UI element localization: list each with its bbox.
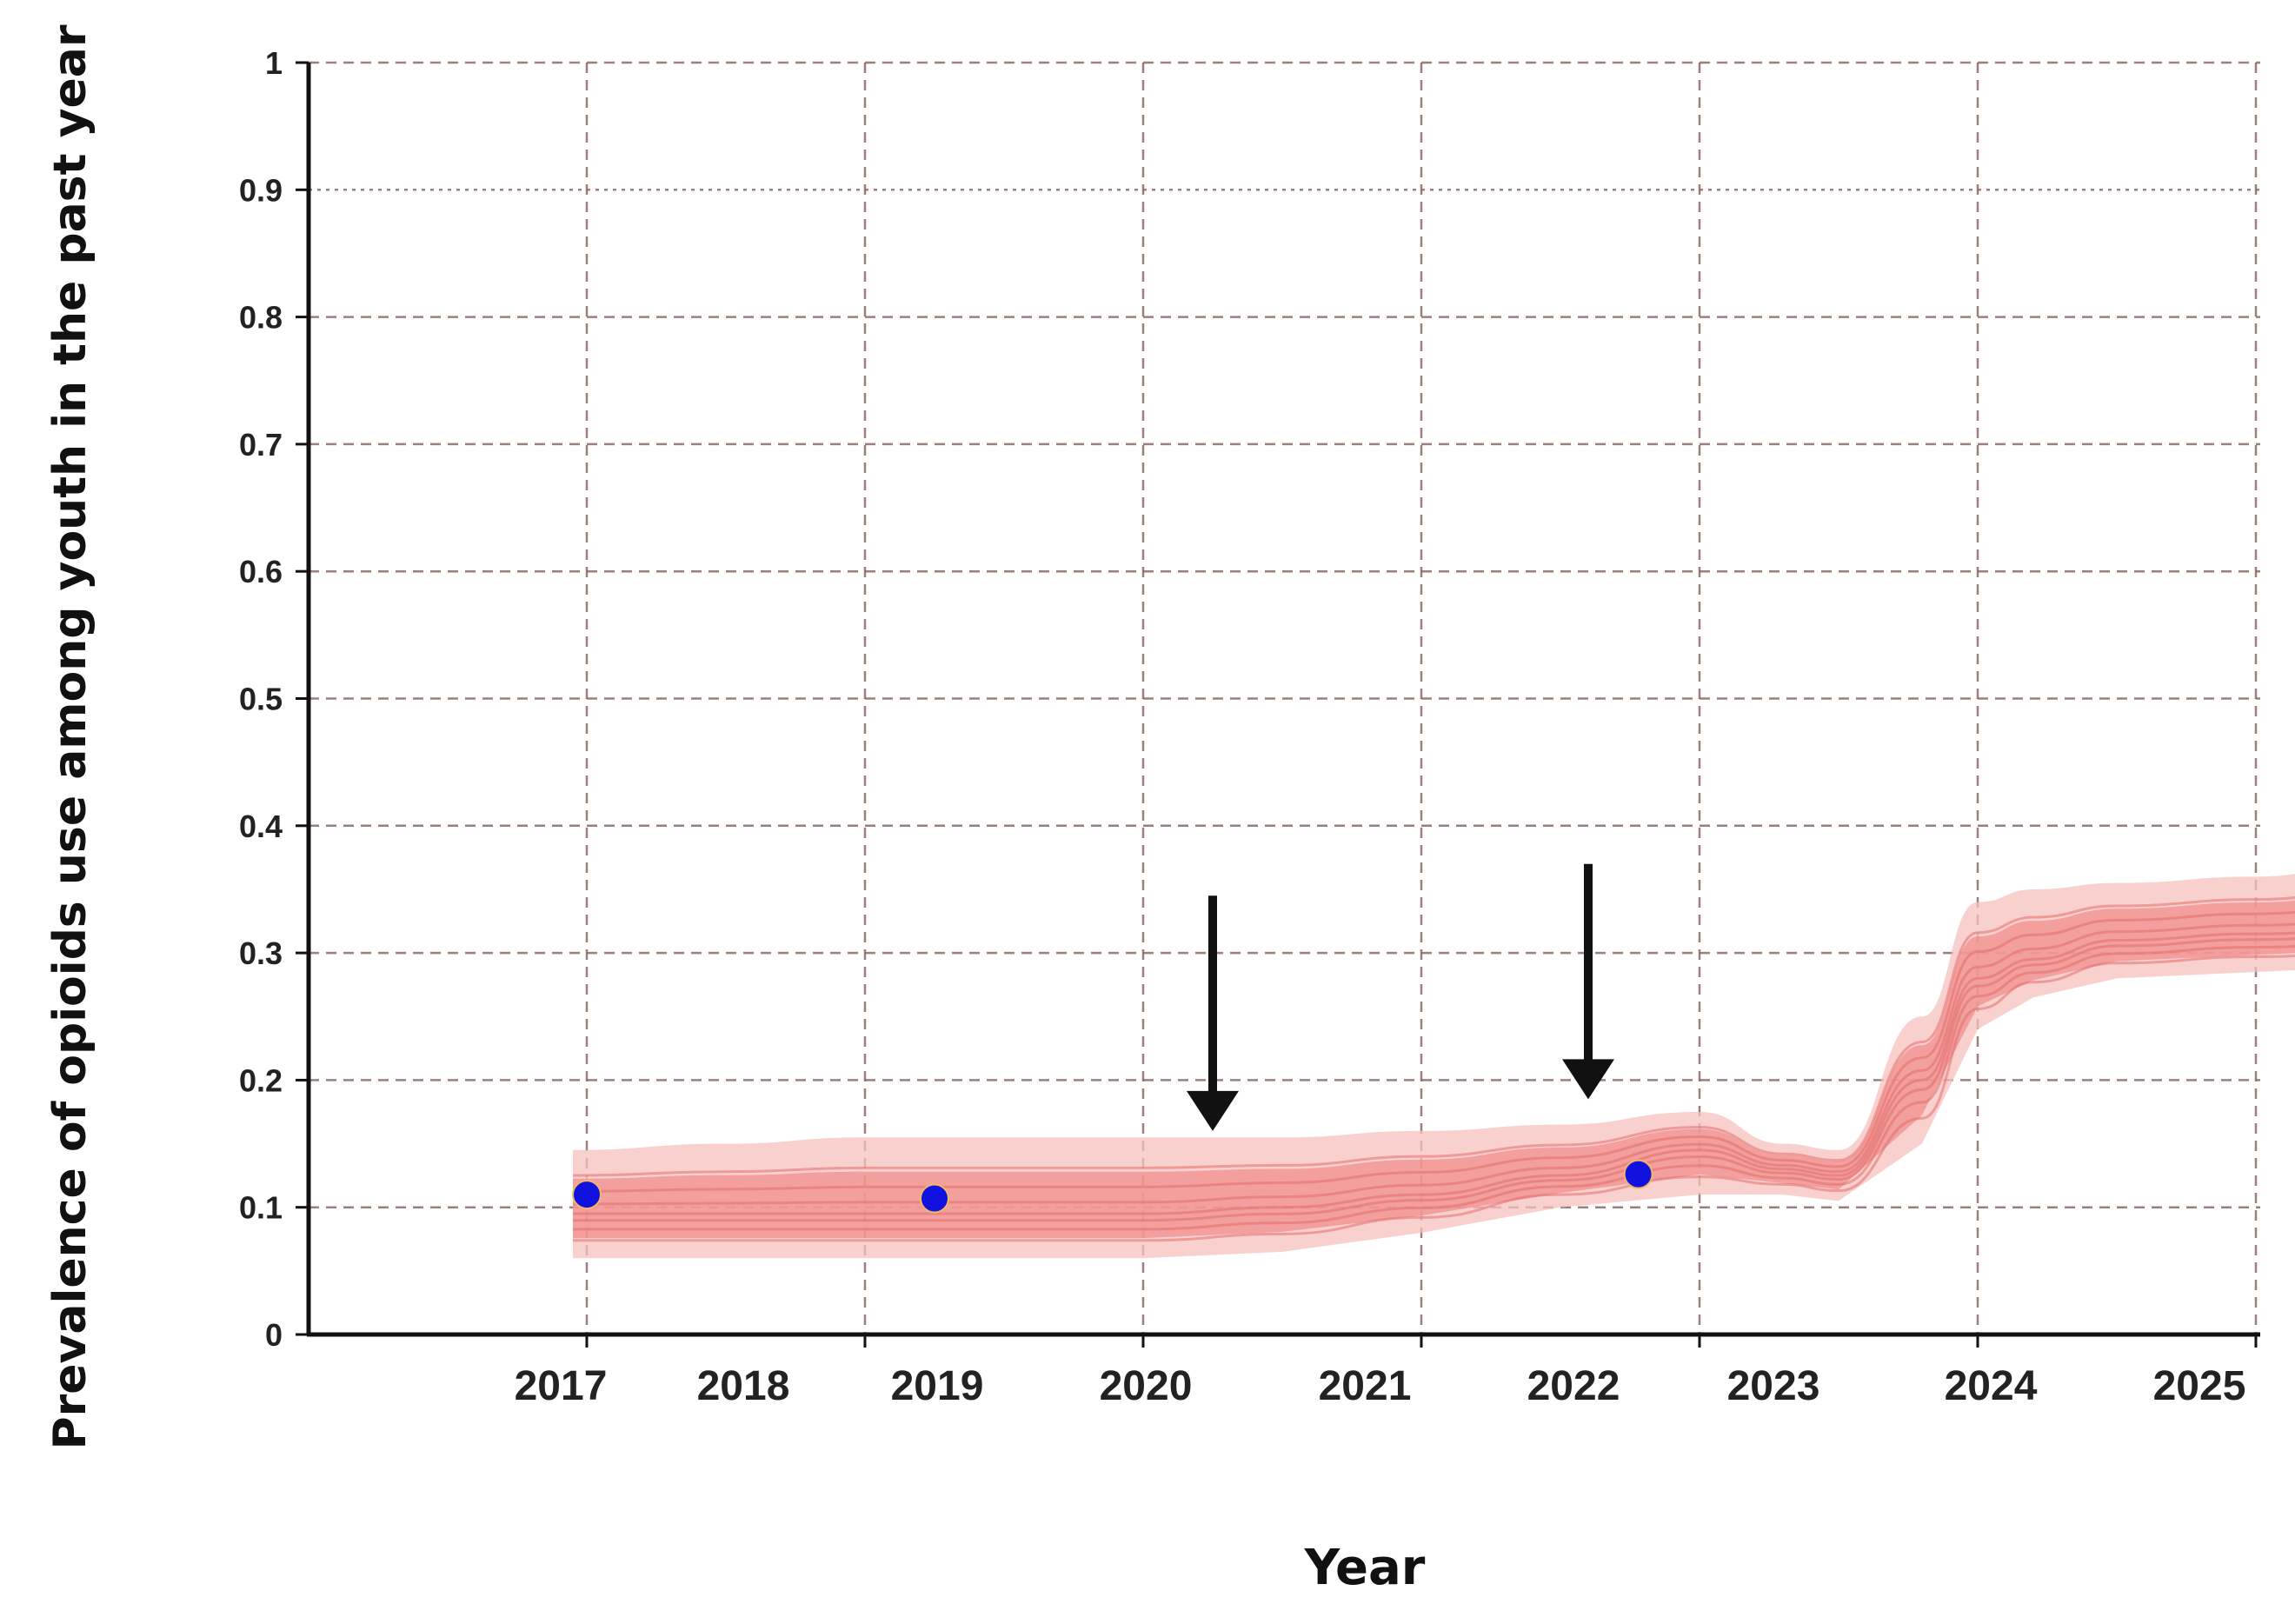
- observed-point: [920, 1183, 949, 1214]
- x-tick-label: 2020: [1100, 1363, 1193, 1409]
- y-tick-labels: 1 0.9 0.8 0.7 0.6 0.5 0.4 0.3 0.2 0.1 0: [239, 45, 309, 1353]
- simulated-trajectory: [572, 922, 2295, 1206]
- x-tick-label: 2022: [1527, 1363, 1620, 1409]
- y-tick-label: 0.7: [239, 427, 283, 463]
- x-tick-label: 2018: [697, 1363, 790, 1409]
- x-tick-label: 2024: [1945, 1363, 2038, 1409]
- observed-point: [1623, 1159, 1653, 1189]
- y-tick-label: 0.8: [239, 300, 283, 336]
- annotation-arrow: [1187, 895, 1239, 1131]
- simulated-trajectory: [573, 931, 2295, 1215]
- y-tick-label: 0.9: [239, 172, 283, 208]
- annotation-arrows: [1187, 863, 1614, 1131]
- y-tick-label: 1: [265, 45, 283, 81]
- x-tick-labels: 2017 2018 2019 2020 2021 2022 2023 2024 2025: [515, 1334, 2258, 1409]
- simulated-band: [572, 874, 2295, 1259]
- x-tick-label: 2017: [515, 1363, 608, 1409]
- simulated-trajectory: [572, 895, 2295, 1177]
- arrow-head: [1562, 1059, 1614, 1100]
- y-axis-title: Prevalence of opioids use among youth in…: [44, 24, 96, 1449]
- y-tick-label: 0.5: [239, 682, 283, 717]
- simulated-trajectory: [573, 954, 2295, 1242]
- x-axis-title: Year: [1304, 1540, 1426, 1596]
- observed-point: [572, 1180, 602, 1210]
- y-tick-label: 0.1: [239, 1190, 283, 1226]
- observed-points: [572, 1159, 1653, 1214]
- y-tick-label: 0.2: [239, 1062, 283, 1098]
- x-tick-label: 2025: [2153, 1363, 2246, 1409]
- arrow-head: [1187, 1090, 1239, 1131]
- y-tick-label: 0.3: [239, 935, 283, 971]
- simulated-trajectory: [572, 910, 2295, 1193]
- simulated-trajectory: [573, 937, 2295, 1222]
- y-tick-label: 0.4: [239, 809, 283, 844]
- x-tick-label: 2019: [891, 1363, 984, 1409]
- y-tick-label: 0: [265, 1317, 283, 1353]
- x-tick-label: 2023: [1727, 1363, 1820, 1409]
- simulated-trajectory: [573, 945, 2295, 1231]
- x-tick-label: 2021: [1319, 1363, 1412, 1409]
- annotation-arrow: [1562, 863, 1614, 1100]
- y-tick-label: 0.6: [239, 554, 283, 589]
